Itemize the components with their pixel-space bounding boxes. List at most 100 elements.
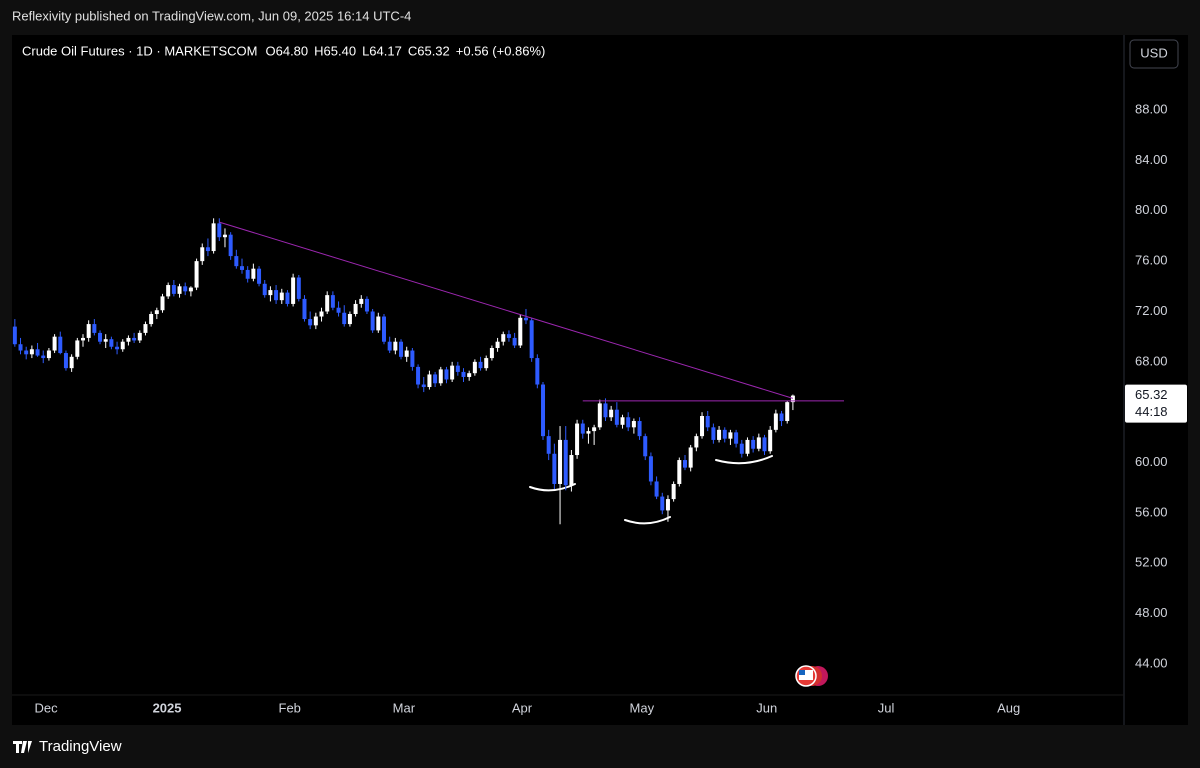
candle-body xyxy=(268,290,273,296)
candle-body xyxy=(541,384,546,437)
candle-body xyxy=(35,349,40,356)
candle-body xyxy=(495,341,500,349)
x-tick-label: Jun xyxy=(756,700,777,715)
candle-body xyxy=(609,409,614,418)
candle-body xyxy=(262,283,267,296)
candle-body xyxy=(347,314,352,325)
x-tick-label: Feb xyxy=(279,700,301,715)
candle-body xyxy=(631,421,636,428)
candle-body xyxy=(80,337,85,341)
candle-body xyxy=(120,341,125,350)
arc xyxy=(715,455,773,465)
candle-body xyxy=(620,417,625,425)
candle-body xyxy=(461,371,466,377)
candle-body xyxy=(194,261,199,288)
candle-body xyxy=(751,439,756,449)
candle-body xyxy=(313,316,318,326)
candle-body xyxy=(217,223,222,238)
candle-body xyxy=(115,346,120,350)
candle-body xyxy=(427,374,432,388)
candles xyxy=(12,218,795,525)
currency[interactable]: USD xyxy=(1140,45,1167,60)
x-tick-label: Apr xyxy=(512,700,533,715)
candle-body xyxy=(154,310,159,315)
candle-body xyxy=(586,431,591,434)
candle-body xyxy=(12,326,17,345)
candle-body xyxy=(518,317,523,346)
candle-body xyxy=(257,268,262,284)
candle-body xyxy=(52,336,57,351)
candle-body xyxy=(205,247,210,252)
candle-body xyxy=(69,356,74,369)
candle-body xyxy=(137,332,142,341)
candle-body xyxy=(734,432,739,444)
y-tick-label: 48.00 xyxy=(1135,605,1168,620)
candle-body xyxy=(279,292,284,301)
candle-body xyxy=(274,290,279,301)
candle-body xyxy=(700,415,705,437)
event-flags xyxy=(795,665,828,687)
candle-body xyxy=(404,350,409,357)
chart-pane xyxy=(12,35,1188,725)
candle-body xyxy=(228,234,233,257)
candle-body xyxy=(399,341,404,357)
candle-body xyxy=(103,339,108,342)
y-tick-label: 52.00 xyxy=(1135,555,1168,570)
candle-body xyxy=(364,298,369,312)
candle-body xyxy=(421,384,426,388)
y-tick-label: 60.00 xyxy=(1135,454,1168,469)
candle-body xyxy=(381,316,386,342)
candle-body xyxy=(580,423,585,434)
candle-body xyxy=(671,483,676,500)
candle-body xyxy=(575,423,580,456)
candle-body xyxy=(506,334,511,338)
x-tick-label: Jul xyxy=(878,700,895,715)
candle-body xyxy=(682,460,687,468)
candle-body xyxy=(467,373,472,377)
candle-body xyxy=(41,355,46,359)
arc xyxy=(624,516,671,525)
candle-body xyxy=(614,409,619,425)
candle-body xyxy=(773,413,778,430)
candle-body xyxy=(132,337,137,341)
currency-button[interactable] xyxy=(1129,39,1179,69)
y-tick-label: 68.00 xyxy=(1135,353,1168,368)
candle-body xyxy=(501,334,506,342)
candle-body xyxy=(393,341,398,351)
y-tick-label: 84.00 xyxy=(1135,152,1168,167)
candle-body xyxy=(240,266,245,270)
candle-body xyxy=(183,286,188,292)
candle-body xyxy=(336,307,341,313)
candle-body xyxy=(302,298,307,320)
candle-body xyxy=(92,324,97,333)
candle-body xyxy=(711,427,716,440)
candle-body xyxy=(75,340,80,357)
candle-body xyxy=(768,429,773,452)
candle-body xyxy=(694,436,699,448)
candle-body xyxy=(325,295,330,312)
candle-body xyxy=(211,223,216,252)
candle-body xyxy=(535,358,540,385)
candle-body xyxy=(177,286,182,294)
candle-body xyxy=(603,403,608,418)
x-tick-label: May xyxy=(630,700,655,715)
candle-body xyxy=(285,292,290,304)
y-tick-label: 72.00 xyxy=(1135,303,1168,318)
y-tick-label: 76.00 xyxy=(1135,253,1168,268)
candle-body xyxy=(234,256,239,267)
ohlc-value: L64.17 xyxy=(362,43,402,58)
candle-body xyxy=(444,369,449,380)
candle-body xyxy=(546,436,551,454)
candle-body xyxy=(756,437,761,449)
candle-body xyxy=(166,285,171,297)
candle-body xyxy=(58,336,63,354)
candle-body xyxy=(342,312,347,325)
candle-body xyxy=(222,234,227,238)
legend: Crude Oil Futures · 1D · MARKETSCOM O64.… xyxy=(22,43,545,58)
candle-body xyxy=(484,358,489,369)
candle-body xyxy=(472,361,477,374)
candle-body xyxy=(722,429,727,439)
candle-body xyxy=(728,432,733,439)
candle-body xyxy=(188,287,193,292)
